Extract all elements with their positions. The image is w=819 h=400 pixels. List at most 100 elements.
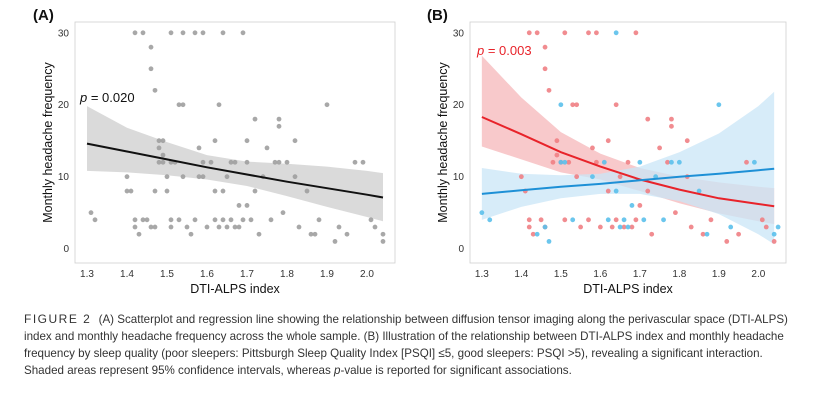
- data-point: [696, 188, 702, 194]
- data-point: [236, 203, 242, 208]
- data-point: [240, 30, 246, 36]
- data-point: [558, 102, 564, 108]
- data-point: [276, 123, 282, 129]
- data-point: [625, 159, 631, 165]
- data-point: [562, 30, 568, 36]
- data-point: [352, 159, 358, 165]
- data-point: [124, 188, 130, 194]
- data-point: [688, 224, 694, 230]
- data-point: [617, 174, 623, 180]
- data-point: [728, 224, 734, 230]
- p-value-annotation: p = 0.003: [476, 43, 532, 58]
- data-point: [180, 102, 186, 108]
- data-point: [605, 217, 611, 223]
- data-point: [212, 188, 218, 194]
- data-point: [308, 231, 314, 237]
- data-point: [276, 159, 282, 165]
- data-point: [152, 188, 158, 194]
- data-point: [562, 217, 568, 223]
- data-point: [775, 224, 781, 230]
- data-point: [272, 159, 278, 165]
- data-point: [645, 188, 651, 194]
- data-point: [669, 123, 674, 129]
- x-tick-label: 1.8: [672, 269, 686, 280]
- data-point: [156, 159, 162, 165]
- data-point: [372, 224, 378, 230]
- p-value-text: = 0.003: [484, 43, 531, 58]
- y-axis-title: Monthly headache frequency: [41, 61, 55, 222]
- data-point: [633, 217, 639, 223]
- data-point: [200, 174, 206, 180]
- data-point: [224, 224, 230, 230]
- data-point: [168, 224, 174, 230]
- data-point: [570, 102, 576, 108]
- data-point: [284, 159, 290, 165]
- data-point: [252, 116, 258, 122]
- data-point: [336, 224, 342, 230]
- data-point: [554, 152, 560, 158]
- data-point: [629, 224, 635, 230]
- confidence-band: [481, 91, 775, 245]
- data-point: [570, 217, 576, 223]
- data-point: [276, 116, 282, 122]
- data-point: [574, 174, 580, 180]
- data-point: [526, 224, 532, 230]
- data-point: [526, 217, 532, 223]
- data-point: [597, 224, 603, 230]
- data-point: [546, 239, 552, 244]
- data-point: [562, 159, 568, 165]
- data-point: [669, 159, 674, 165]
- data-point: [771, 231, 777, 237]
- data-point: [124, 174, 130, 180]
- y-tick-label: 0: [63, 244, 69, 255]
- data-point: [312, 231, 318, 237]
- x-axis-title: DTI-ALPS index: [583, 282, 673, 296]
- data-point: [542, 44, 548, 50]
- data-point: [92, 217, 98, 223]
- data-point: [296, 224, 302, 230]
- data-point: [168, 217, 174, 223]
- data-point: [188, 231, 194, 237]
- data-point: [700, 231, 706, 237]
- x-tick-label: 1.3: [80, 269, 94, 280]
- data-point: [176, 102, 182, 108]
- data-point: [752, 159, 757, 165]
- data-point: [586, 30, 591, 36]
- data-point: [212, 138, 218, 144]
- data-point: [613, 102, 619, 108]
- caption-label: FIGURE 2: [24, 312, 92, 326]
- data-point: [641, 217, 647, 223]
- x-tick-label: 2.0: [751, 269, 765, 280]
- y-tick-label: 0: [458, 244, 464, 255]
- data-point: [136, 231, 142, 237]
- data-point: [380, 231, 386, 237]
- data-point: [332, 239, 338, 244]
- data-point: [645, 116, 651, 122]
- data-point: [160, 159, 166, 165]
- x-tick-label: 1.8: [280, 269, 294, 280]
- data-point: [708, 217, 714, 223]
- data-point: [546, 87, 552, 93]
- data-point: [160, 138, 166, 144]
- data-point: [128, 188, 134, 194]
- y-tick-label: 20: [58, 100, 70, 111]
- data-point: [344, 231, 350, 237]
- p-value-annotation: p = 0.020: [79, 90, 135, 105]
- data-point: [360, 159, 366, 165]
- y-tick-label: 10: [58, 172, 70, 183]
- data-point: [280, 210, 286, 216]
- data-point: [665, 159, 670, 165]
- data-point: [212, 217, 218, 223]
- data-point: [621, 217, 627, 223]
- p-symbol: p: [476, 43, 484, 58]
- chart-panel-a: (A) 1.3 1.4 1.5 1.6 1.7 1.8 1.9 2.0 0 10 20 30 DTI-AL…: [33, 7, 396, 296]
- y-axis-title: Monthly headache frequency: [436, 61, 450, 222]
- data-point: [542, 224, 548, 230]
- data-point: [550, 159, 556, 165]
- data-point: [609, 224, 615, 230]
- data-point: [148, 224, 154, 230]
- data-point: [637, 159, 643, 165]
- data-point: [613, 217, 619, 223]
- x-tick-label: 1.7: [633, 269, 647, 280]
- figure: (A) 1.3 1.4 1.5 1.6 1.7 1.8 1.9 2.0 0 10 20 30 DTI-AL…: [33, 7, 787, 296]
